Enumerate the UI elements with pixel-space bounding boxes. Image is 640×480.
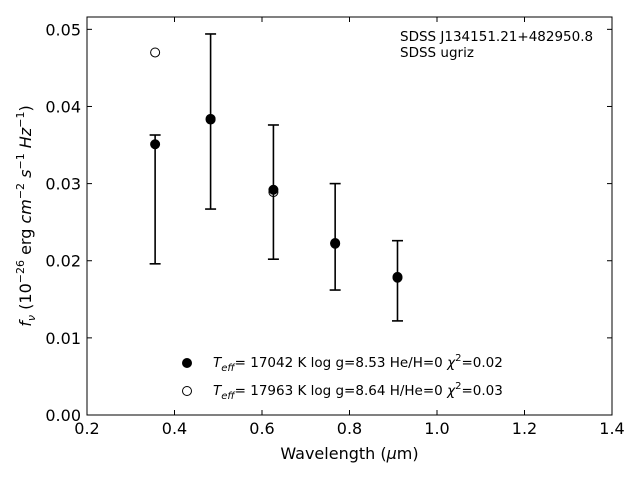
x-tick-label: 0.6: [249, 419, 274, 438]
y-tick-label: 0.01: [45, 329, 81, 348]
model-point-open: [150, 47, 161, 58]
x-tick-label: 0.2: [74, 419, 99, 438]
y-tick-label: 0.02: [45, 252, 81, 271]
x-tick-label: 0.8: [337, 419, 362, 438]
model-point-filled: [268, 184, 279, 195]
x-axis-label: Wavelength (μm): [280, 444, 418, 463]
legend-label-db-model: Teff= 17963 K log g=8.64 H/He=0 χ2=0.03: [213, 381, 503, 402]
plot-area: 0.2 0.4 0.6 0.8 1.0 1.2 1.4 0.00 0.01 0.02 0.03 0.0…: [45, 17, 625, 438]
model-point-filled: [150, 139, 161, 150]
model-point-open: [268, 187, 279, 198]
y-tick-label: 0.05: [45, 20, 81, 39]
legend-label-da-model: Teff= 17042 K log g=8.53 He/H=0 χ2=0.02: [213, 353, 503, 374]
plot-frame: [86, 16, 613, 416]
annotation-object-name: SDSS J134151.21+482950.8: [400, 29, 593, 45]
annotation-photometry: SDSS ugriz: [400, 45, 474, 61]
legend-marker-filled: [182, 358, 192, 368]
y-tick-label: 0.03: [45, 175, 81, 194]
y-tick-label: 0.04: [45, 97, 81, 116]
legend: Teff= 17042 K log g=8.53 He/H=0 χ2=0.02 …: [182, 353, 503, 402]
x-tick-label: 0.4: [162, 419, 187, 438]
y-tick-label: 0.00: [45, 406, 81, 425]
x-tick-label: 1.0: [424, 419, 449, 438]
model-point-open: [330, 238, 341, 249]
y-axis-label: fν (10−26 erg cm−2 s−1 Hz−1): [14, 105, 38, 326]
model-point-open: [205, 113, 216, 124]
x-tick-label: 1.4: [599, 419, 624, 438]
x-tick-label: 1.2: [512, 419, 537, 438]
model-point-open: [392, 272, 403, 283]
legend-marker-open: [182, 386, 192, 396]
